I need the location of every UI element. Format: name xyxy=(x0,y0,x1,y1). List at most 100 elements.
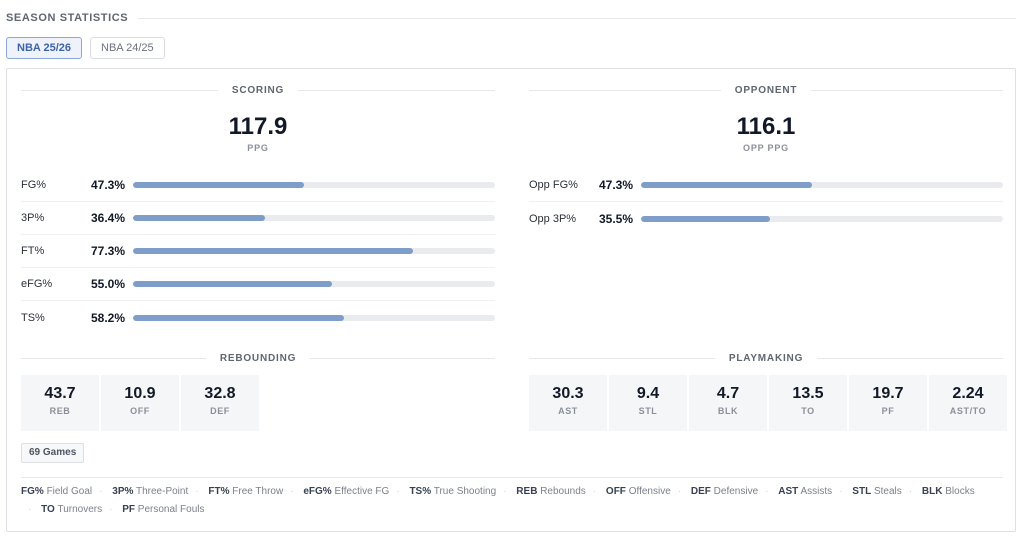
divider xyxy=(811,90,1003,91)
season-tabs: NBA 25/26 NBA 24/25 xyxy=(6,37,165,59)
stat-tile-label: REB xyxy=(49,406,71,416)
legend-text: Free Throw xyxy=(232,486,284,497)
games-badge: 69 Games xyxy=(21,443,85,463)
legend-item: TO Turnovers xyxy=(41,501,102,519)
ppg-value: 117.9 xyxy=(228,113,288,140)
stat-row-value: 55.0% xyxy=(90,277,125,291)
stat-row-opp-3p: Opp 3P% 35.5% xyxy=(529,202,1003,235)
progress-fill xyxy=(133,248,413,254)
legend-abbr: OFF xyxy=(605,486,626,497)
legend-text: True Shooting xyxy=(433,486,497,497)
legend-divider xyxy=(21,477,1003,478)
section-divider xyxy=(138,17,1016,19)
section-header: SEASON STATISTICS xyxy=(6,12,1016,24)
stat-tile-label: STL xyxy=(638,406,658,416)
legend-abbr: 3P% xyxy=(112,486,134,497)
legend-abbr: FG% xyxy=(21,486,44,497)
legend-separator: · xyxy=(839,486,843,497)
stat-tile-stl: 9.4 STL xyxy=(609,375,687,431)
divider xyxy=(817,358,1003,359)
legend-abbr: REB xyxy=(516,486,538,497)
progress-track xyxy=(133,215,495,221)
progress-track xyxy=(133,281,495,287)
stat-row-fg: FG% 47.3% xyxy=(21,169,495,202)
divider xyxy=(529,358,715,359)
divider xyxy=(529,90,721,91)
progress-track xyxy=(133,248,495,254)
legend-text: Three-Point xyxy=(136,486,189,497)
stat-tile-pf: 19.7 PF xyxy=(849,375,927,431)
legend-abbr: DEF xyxy=(690,486,711,497)
legend-separator: · xyxy=(908,486,913,497)
legend-text: Offensive xyxy=(628,486,671,497)
stat-tile-value: 30.3 xyxy=(552,385,584,402)
opp-ppg-label: OPP PPG xyxy=(743,143,789,153)
legend-text: Assists xyxy=(800,486,833,497)
playmaking-title: PLAYMAKING xyxy=(728,353,804,364)
progress-fill xyxy=(133,281,333,287)
progress-fill xyxy=(641,215,770,222)
stat-tile-label: AST/TO xyxy=(949,406,987,416)
legend-item: DEF Defensive xyxy=(691,483,758,501)
rebounding-header: REBOUNDING xyxy=(21,353,495,364)
progress-fill xyxy=(133,314,344,321)
legend-item: TS% True Shooting xyxy=(409,483,496,501)
scoring-rows: FG% 47.3% 3P% 36.4% FT% 77.3% eFG% 55.0%… xyxy=(21,169,495,334)
legend-abbr: TS% xyxy=(409,486,432,497)
legend-item: STL Steals xyxy=(852,483,901,501)
stat-tile-value: 4.7 xyxy=(716,385,740,402)
progress-track xyxy=(133,182,495,188)
opponent-title: OPPONENT xyxy=(734,85,798,96)
ppg-block: 117.9 PPG xyxy=(21,113,495,153)
legend-separator: · xyxy=(396,486,400,497)
legend-text: Rebounds xyxy=(540,486,586,497)
stat-tile-to: 13.5 TO xyxy=(769,375,847,431)
opponent-header: OPPONENT xyxy=(529,85,1003,96)
legend-separator: · xyxy=(592,486,597,497)
stat-row-label: FT% xyxy=(21,245,45,257)
stat-row-label: Opp 3P% xyxy=(529,212,577,225)
stat-row-label: eFG% xyxy=(21,278,53,290)
tab-nba-25-26[interactable]: NBA 25/26 xyxy=(6,37,83,59)
legend-item: 3P% Three-Point xyxy=(112,483,188,501)
rebounding-title: REBOUNDING xyxy=(219,353,297,364)
stat-row-ft: FT% 77.3% xyxy=(21,235,495,268)
legend-item: PF Personal Fouls xyxy=(122,501,204,519)
scoring-header: SCORING xyxy=(21,85,495,96)
stat-tile-value: 2.24 xyxy=(952,385,984,402)
stat-row-value: 47.3% xyxy=(90,178,125,192)
legend-text: Steals xyxy=(873,486,902,497)
progress-fill xyxy=(641,182,813,188)
legend-item: AST Assists xyxy=(778,483,832,501)
stat-tile-value: 32.8 xyxy=(204,385,236,402)
divider xyxy=(21,90,218,91)
legend-item: eFG% Effective FG xyxy=(303,483,389,501)
legend-separator: · xyxy=(765,486,769,497)
legend-abbr: STL xyxy=(852,486,872,497)
legend-abbr: eFG% xyxy=(303,486,332,497)
legend-abbr: FT% xyxy=(208,486,230,497)
stat-row-value: 36.4% xyxy=(90,211,125,225)
stat-row-value: 77.3% xyxy=(90,244,125,258)
stat-row-efg: eFG% 55.0% xyxy=(21,268,495,301)
legend-separator: · xyxy=(99,486,103,497)
stat-row-value: 35.5% xyxy=(598,211,633,226)
legend-item: REB Rebounds xyxy=(516,483,586,501)
progress-fill xyxy=(133,215,265,221)
stat-tile-ast-to: 2.24 AST/TO xyxy=(929,375,1007,431)
legend-abbr: AST xyxy=(778,486,799,497)
stat-legend: FG% Field Goal · 3P% Three-Point · FT% Fre… xyxy=(21,483,981,519)
tab-nba-24-25[interactable]: NBA 24/25 xyxy=(90,37,165,59)
section-title: SEASON STATISTICS xyxy=(6,12,129,24)
scoring-title: SCORING xyxy=(231,85,285,96)
stat-tile-blk: 4.7 BLK xyxy=(689,375,767,431)
legend-separator: · xyxy=(503,486,507,497)
stat-tile-ast: 30.3 AST xyxy=(529,375,607,431)
stat-row-opp-fg: Opp FG% 47.3% xyxy=(529,169,1003,202)
stat-tile-label: DEF xyxy=(210,406,230,416)
opponent-rows: Opp FG% 47.3% Opp 3P% 35.5% xyxy=(529,169,1003,235)
legend-abbr: PF xyxy=(122,504,136,515)
stat-tile-value: 13.5 xyxy=(792,385,824,402)
divider xyxy=(310,358,495,359)
legend-abbr: TO xyxy=(41,504,55,515)
